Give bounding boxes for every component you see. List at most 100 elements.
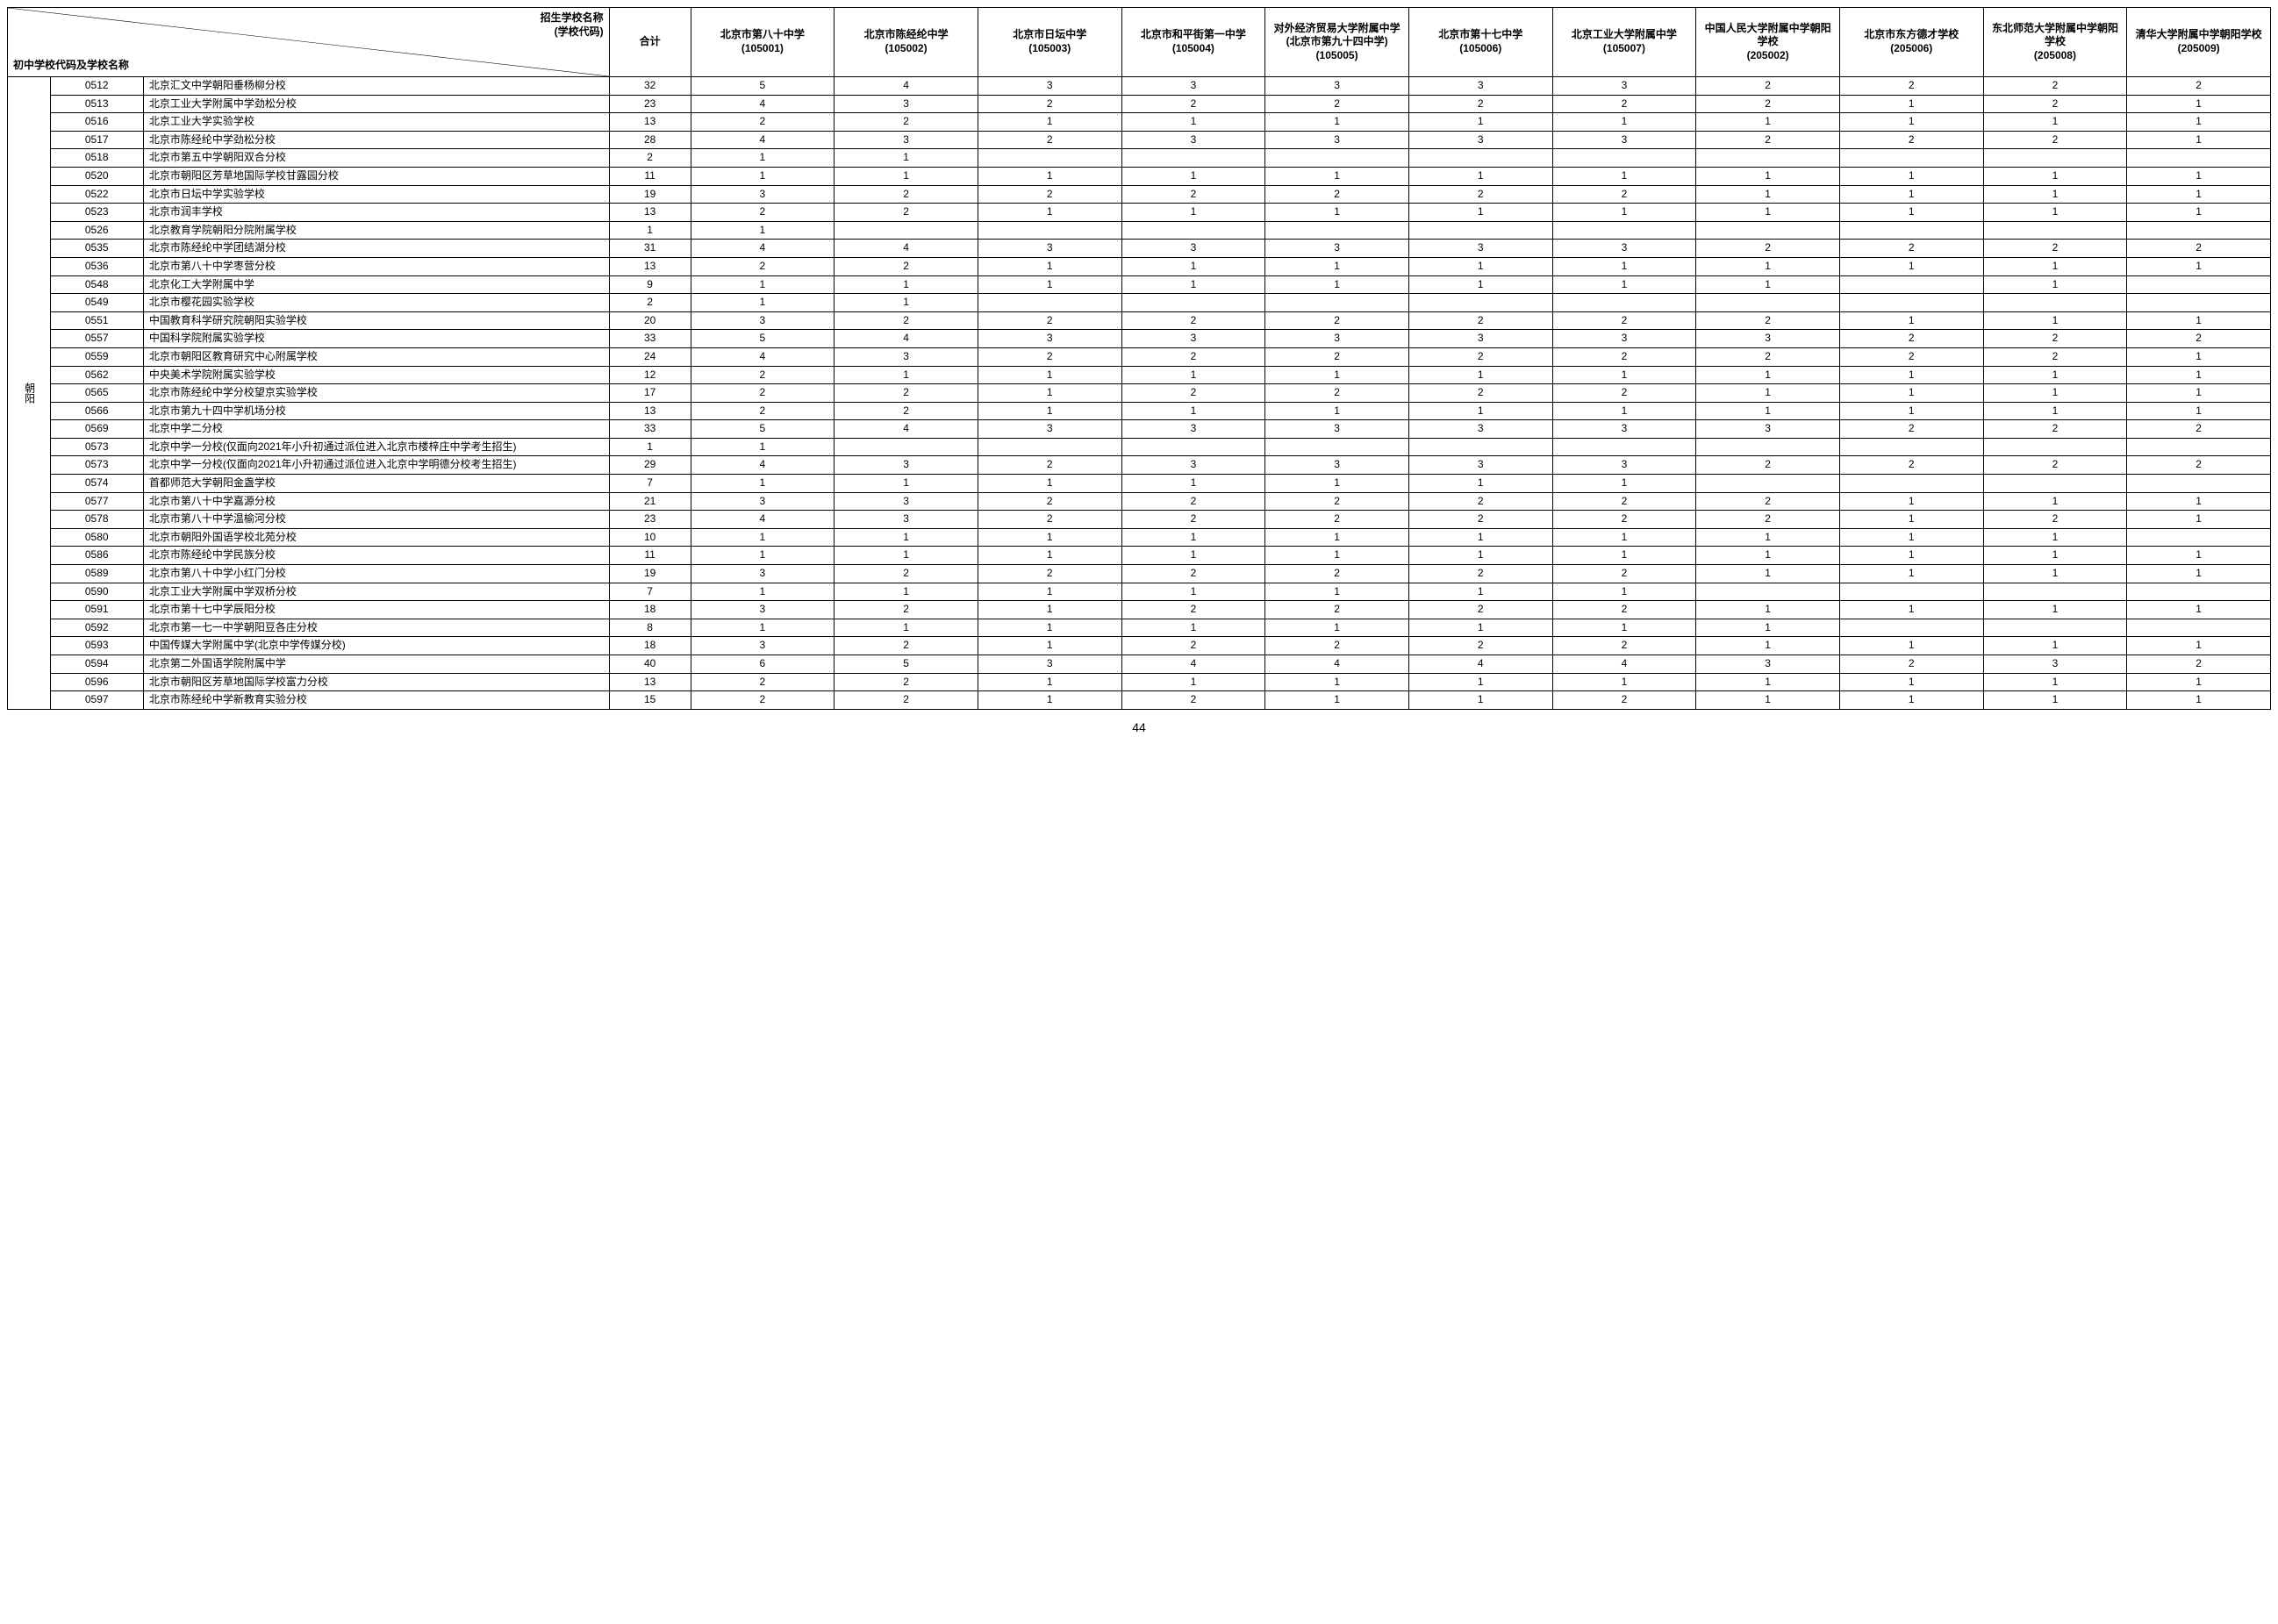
value-cell: 2	[1983, 330, 2127, 348]
value-cell: 3	[691, 601, 835, 619]
value-cell: 1	[1552, 475, 1696, 493]
value-cell: 1	[1696, 691, 1840, 710]
school-name: 北京市第五中学朝阳双合分校	[143, 149, 609, 168]
value-cell: 1	[1983, 528, 2127, 547]
value-cell: 2	[691, 402, 835, 420]
value-cell: 1	[2127, 691, 2271, 710]
value-cell: 4	[835, 77, 978, 96]
value-cell: 1	[1696, 547, 1840, 565]
school-code: 0522	[50, 185, 143, 204]
value-cell: 3	[1265, 456, 1409, 475]
value-cell: 1	[978, 619, 1121, 637]
table-row: 0526北京教育学院朝阳分院附属学校11	[8, 221, 2271, 240]
value-cell: 2	[1839, 655, 1983, 674]
value-cell: 1	[1839, 204, 1983, 222]
school-code: 0557	[50, 330, 143, 348]
school-name: 中国教育科学研究院朝阳实验学校	[143, 311, 609, 330]
value-cell: 2	[1839, 131, 1983, 149]
target-school-code: (205009)	[2178, 42, 2220, 54]
table-row: 0597北京市陈经纶中学新教育实验分校1522121121111	[8, 691, 2271, 710]
value-cell: 3	[691, 185, 835, 204]
value-cell: 1	[978, 547, 1121, 565]
school-name: 北京市陈经纶中学新教育实验分校	[143, 691, 609, 710]
value-cell: 4	[1408, 655, 1552, 674]
value-cell	[1983, 583, 2127, 601]
value-cell: 1	[691, 221, 835, 240]
value-cell: 3	[1121, 240, 1265, 258]
value-cell: 3	[1696, 420, 1840, 439]
value-cell: 3	[1696, 655, 1840, 674]
school-code: 0592	[50, 619, 143, 637]
value-cell: 1	[835, 275, 978, 294]
value-cell: 4	[691, 347, 835, 366]
value-cell: 2	[691, 384, 835, 403]
target-school-name: 北京市陈经纶中学	[864, 28, 949, 40]
value-cell: 1	[1839, 637, 1983, 655]
value-cell: 1	[1408, 275, 1552, 294]
value-cell: 3	[1265, 240, 1409, 258]
value-cell	[1408, 149, 1552, 168]
value-cell: 2	[835, 384, 978, 403]
value-cell: 1	[1696, 113, 1840, 132]
school-code: 0562	[50, 366, 143, 384]
table-row: 0569北京中学二分校3354333333222	[8, 420, 2271, 439]
value-cell	[1839, 149, 1983, 168]
school-name: 北京市朝阳外国语学校北苑分校	[143, 528, 609, 547]
table-row: 0592北京市第一七一中学朝阳豆各庄分校811111111	[8, 619, 2271, 637]
value-cell: 2	[1408, 492, 1552, 511]
target-school-header: 北京市陈经纶中学(105002)	[835, 8, 978, 77]
value-cell	[1408, 221, 1552, 240]
value-cell: 1	[2127, 637, 2271, 655]
value-cell: 3	[1121, 330, 1265, 348]
value-cell: 3	[691, 565, 835, 583]
value-cell: 2	[1552, 601, 1696, 619]
value-cell	[1265, 149, 1409, 168]
sum-cell: 9	[609, 275, 691, 294]
value-cell	[2127, 294, 2271, 312]
value-cell	[2127, 475, 2271, 493]
sum-cell: 31	[609, 240, 691, 258]
value-cell	[1983, 221, 2127, 240]
value-cell: 1	[2127, 257, 2271, 275]
value-cell	[2127, 275, 2271, 294]
value-cell: 2	[691, 673, 835, 691]
value-cell: 2	[1121, 601, 1265, 619]
table-row: 0589北京市第八十中学小红门分校1932222221111	[8, 565, 2271, 583]
table-row: 0580北京市朝阳外国语学校北苑分校101111111111	[8, 528, 2271, 547]
value-cell	[2127, 528, 2271, 547]
value-cell: 4	[691, 511, 835, 529]
value-cell: 2	[1265, 492, 1409, 511]
sum-cell: 1	[609, 221, 691, 240]
value-cell: 1	[1265, 113, 1409, 132]
sum-cell: 32	[609, 77, 691, 96]
value-cell: 2	[1265, 185, 1409, 204]
value-cell: 1	[2127, 311, 2271, 330]
value-cell: 1	[1552, 583, 1696, 601]
value-cell: 1	[1265, 204, 1409, 222]
value-cell: 1	[2127, 347, 2271, 366]
value-cell: 1	[978, 637, 1121, 655]
value-cell	[1265, 438, 1409, 456]
value-cell: 1	[1983, 691, 2127, 710]
value-cell: 1	[1983, 167, 2127, 185]
value-cell: 4	[691, 240, 835, 258]
target-school-code: (105006)	[1459, 42, 1501, 54]
value-cell: 2	[1839, 240, 1983, 258]
value-cell: 1	[2127, 492, 2271, 511]
value-cell: 3	[1121, 456, 1265, 475]
school-code: 0512	[50, 77, 143, 96]
value-cell: 3	[1265, 131, 1409, 149]
school-name: 北京市陈经纶中学团结湖分校	[143, 240, 609, 258]
value-cell: 2	[1408, 601, 1552, 619]
value-cell: 2	[691, 691, 835, 710]
allocation-table: 招生学校名称 (学校代码) 初中学校代码及学校名称 合计 北京市第八十中学(10…	[7, 7, 2271, 710]
target-school-name: 北京市和平街第一中学	[1141, 28, 1246, 40]
value-cell	[1121, 221, 1265, 240]
school-name: 北京教育学院朝阳分院附属学校	[143, 221, 609, 240]
value-cell: 2	[835, 673, 978, 691]
value-cell: 1	[2127, 167, 2271, 185]
value-cell: 1	[978, 113, 1121, 132]
value-cell: 2	[691, 113, 835, 132]
value-cell: 1	[1696, 619, 1840, 637]
sum-cell: 13	[609, 204, 691, 222]
